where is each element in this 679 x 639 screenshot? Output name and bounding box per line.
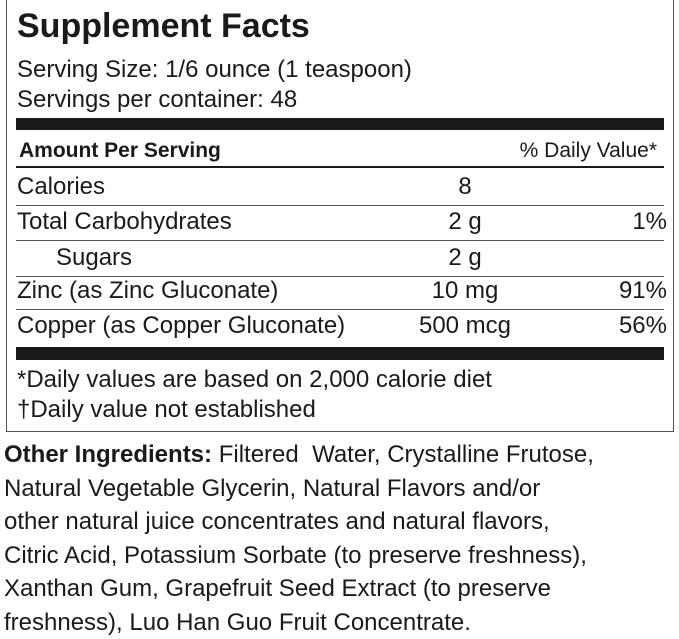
ingredients-text: Filtered Water, Crystalline Frutose, [212,441,594,468]
dv-header: % Daily Value* [519,139,657,162]
nutrient-name: Zinc (as Zinc Gluconate) [17,277,279,304]
ingredients-line: Citric Acid, Potassium Sorbate (to prese… [4,541,587,569]
nutrient-amount: 2 g [448,208,482,235]
title: Supplement Facts [17,7,310,45]
daily-value: 56% [618,312,667,339]
nutrient-amount: 500 mcg [418,312,512,339]
nutrient-name: Copper (as Copper Gluconate) [17,312,346,339]
row-rule [16,309,664,310]
row-rule [16,240,664,241]
ingredients-line: freshness), Luo Han Guo Fruit Concentrat… [4,608,471,636]
row-rule [16,205,664,206]
ingredients-line: other natural juice concentrates and nat… [4,508,550,535]
nutrient-name: Sugars [56,244,133,271]
servings-per-container: Servings per container: 48 [17,86,298,113]
ingredients-line: Xanthan Gum, Grapefruit Seed Extract (to… [4,575,551,602]
daily-value: 1% [632,208,667,235]
footnote: *Daily values are based on 2,000 calorie… [17,366,492,393]
amount-header: Amount Per Serving [19,139,221,162]
ingredients-line: Natural Vegetable Glycerin, Natural Flav… [4,474,541,502]
header-rule [16,166,664,168]
nutrient-name: Total Carbohydrates [17,208,232,235]
ingredients-label: Other Ingredients: [4,441,213,468]
daily-value: 91% [618,277,667,304]
facts-box [6,0,674,432]
nutrient-amount: 10 mg [431,277,499,304]
thick-rule [16,118,664,130]
nutrient-amount: 2 g [448,244,482,271]
row-rule [16,276,664,277]
ingredients-line: Other Ingredients: Filtered Water, Cryst… [4,443,594,467]
nutrient-name: Calories [17,173,106,200]
thick-rule [16,347,664,360]
nutrient-amount: 8 [458,173,472,200]
footnote: †Daily value not established [17,396,316,423]
serving-size: Serving Size: 1/6 ounce (1 teaspoon) [17,56,412,83]
